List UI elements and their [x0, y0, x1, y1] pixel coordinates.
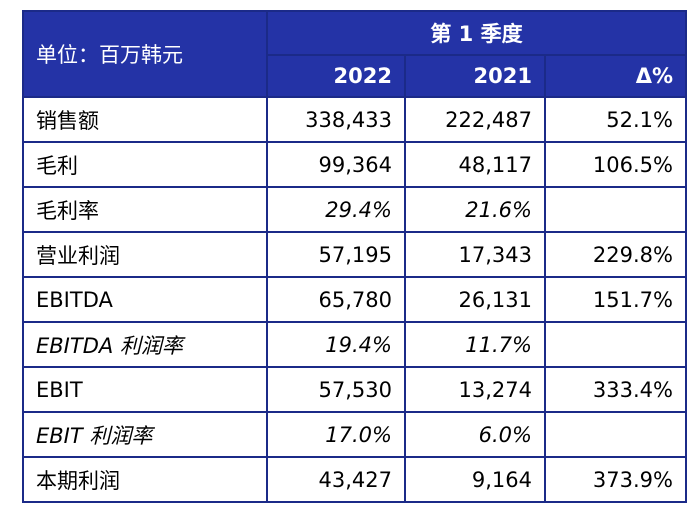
value-2022: 57,530	[266, 366, 406, 413]
value-2021: 11.7%	[404, 321, 546, 368]
row-label: 毛利	[22, 141, 268, 188]
header-row-period: 单位：百万韩元 第 1 季度	[22, 10, 687, 98]
column-header-2021: 2021	[404, 54, 546, 98]
column-header-delta: Δ%	[544, 54, 687, 98]
row-label: 本期利润	[22, 456, 268, 503]
row-label: 营业利润	[22, 231, 268, 278]
value-2022: 57,195	[266, 231, 406, 278]
column-header-2022: 2022	[266, 54, 406, 98]
value-2021: 17,343	[404, 231, 546, 278]
table-row: EBITDA 65,780 26,131 151.7%	[22, 276, 687, 323]
value-delta: 229.8%	[544, 231, 687, 278]
row-label: EBITDA 利润率	[22, 321, 268, 368]
value-2022: 17.0%	[266, 411, 406, 458]
value-delta: 151.7%	[544, 276, 687, 323]
header-row-columns: 2022 2021 Δ%	[23, 54, 687, 98]
table-row: 销售额 338,433 222,487 52.1%	[22, 96, 687, 143]
table-row: 毛利 99,364 48,117 106.5%	[22, 141, 687, 188]
table-row: 营业利润 57,195 17,343 229.8%	[22, 231, 687, 278]
value-2022: 29.4%	[266, 186, 406, 233]
financial-table: 单位：百万韩元 第 1 季度 2022 2021 Δ% 销售额 338,433 …	[22, 10, 687, 503]
row-label: EBITDA	[22, 276, 268, 323]
row-label: 毛利率	[22, 186, 268, 233]
value-delta: 373.9%	[544, 456, 687, 503]
value-delta: 106.5%	[544, 141, 687, 188]
value-delta: 333.4%	[544, 366, 687, 413]
value-2022: 43,427	[266, 456, 406, 503]
table-row: 毛利率 29.4% 21.6%	[22, 186, 687, 233]
value-2021: 26,131	[404, 276, 546, 323]
value-delta	[544, 186, 687, 233]
row-label: 销售额	[22, 96, 268, 143]
table-row: EBIT 57,530 13,274 333.4%	[22, 366, 687, 413]
value-2021: 6.0%	[404, 411, 546, 458]
value-2022: 19.4%	[266, 321, 406, 368]
value-2022: 338,433	[266, 96, 406, 143]
value-2021: 21.6%	[404, 186, 546, 233]
value-2021: 9,164	[404, 456, 546, 503]
value-2021: 13,274	[404, 366, 546, 413]
row-label: EBIT 利润率	[22, 411, 268, 458]
value-2022: 99,364	[266, 141, 406, 188]
value-2021: 222,487	[404, 96, 546, 143]
value-delta	[544, 321, 687, 368]
period-label: 第 1 季度	[266, 10, 687, 56]
value-2022: 65,780	[266, 276, 406, 323]
value-2021: 48,117	[404, 141, 546, 188]
value-delta: 52.1%	[544, 96, 687, 143]
table-row: 本期利润 43,427 9,164 373.9%	[22, 456, 687, 503]
row-label: EBIT	[22, 366, 268, 413]
value-delta	[544, 411, 687, 458]
table-row: EBITDA 利润率 19.4% 11.7%	[22, 321, 687, 368]
unit-label: 单位：百万韩元	[22, 10, 268, 98]
table-row: EBIT 利润率 17.0% 6.0%	[22, 411, 687, 458]
